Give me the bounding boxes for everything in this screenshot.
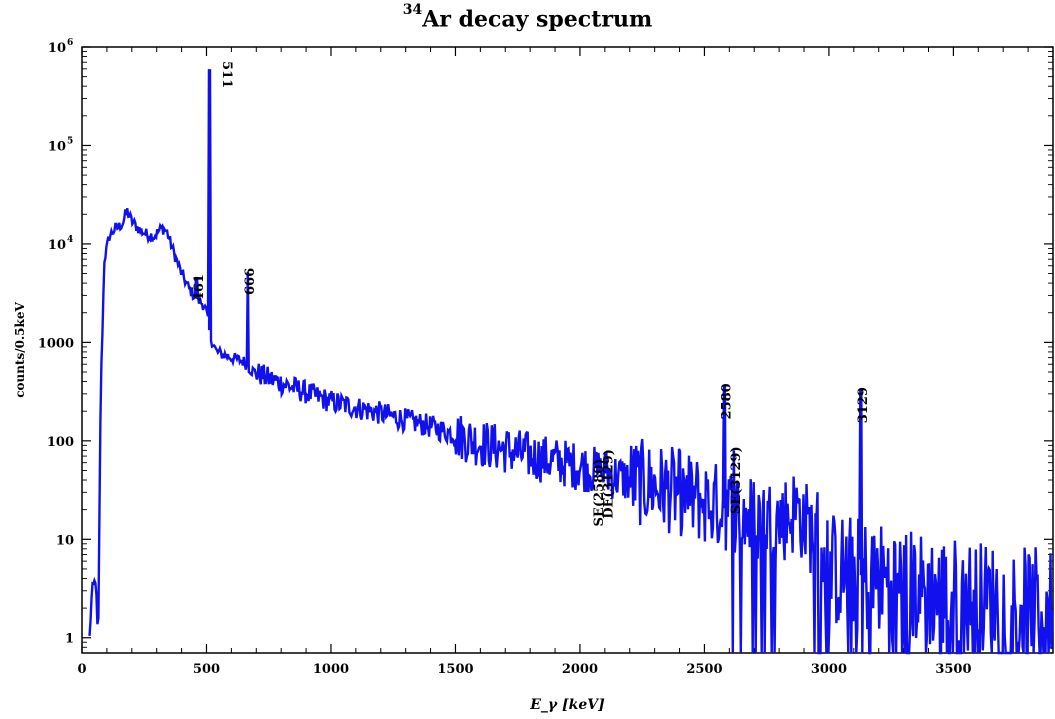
- x-tick-label: 1000: [313, 662, 349, 677]
- peak-annotation: 3129: [856, 387, 871, 423]
- y-tick-label: 10: [56, 533, 74, 548]
- x-tick-label: 2500: [686, 662, 722, 677]
- x-tick-label: 2000: [562, 662, 598, 677]
- chart-title: 34Ar decay spectrum: [0, 2, 1055, 33]
- y-axis-label: counts/0.5keV: [13, 302, 27, 398]
- chart-title-main: Ar decay spectrum: [422, 6, 653, 33]
- y-tick-label: 10: [48, 41, 66, 56]
- y-tick-exponent: 5: [67, 136, 73, 146]
- peak-annotation: SE(3129): [729, 446, 744, 514]
- y-tick-label: 1: [65, 632, 74, 647]
- peak-annotation: 666: [243, 268, 258, 295]
- y-tick-label: 10: [48, 139, 66, 154]
- x-tick-label: 1500: [437, 662, 473, 677]
- peak-annotation: 461: [192, 274, 207, 301]
- y-tick-exponent: 4: [67, 235, 73, 245]
- x-tick-label: 0: [77, 662, 86, 677]
- x-tick-label: 3500: [935, 662, 971, 677]
- peak-annotation: 511: [219, 61, 234, 88]
- peak-annotation: SE(2580): [592, 459, 607, 527]
- y-tick-label: 10: [48, 238, 66, 253]
- x-axis-label: E_γ [keV]: [529, 697, 605, 713]
- spectrum-line: [88, 69, 1054, 655]
- x-tick-label: 3000: [811, 662, 847, 677]
- x-tick-label: 500: [193, 662, 220, 677]
- y-tick-exponent: 6: [67, 38, 73, 48]
- chart-title-superscript: 34: [402, 2, 423, 18]
- peak-annotation: DE(3129): [602, 449, 617, 519]
- peak-annotation: 2580: [719, 383, 734, 419]
- y-tick-label: 100: [47, 435, 74, 450]
- y-tick-label: 1000: [38, 336, 74, 351]
- plot-frame: [81, 46, 1054, 654]
